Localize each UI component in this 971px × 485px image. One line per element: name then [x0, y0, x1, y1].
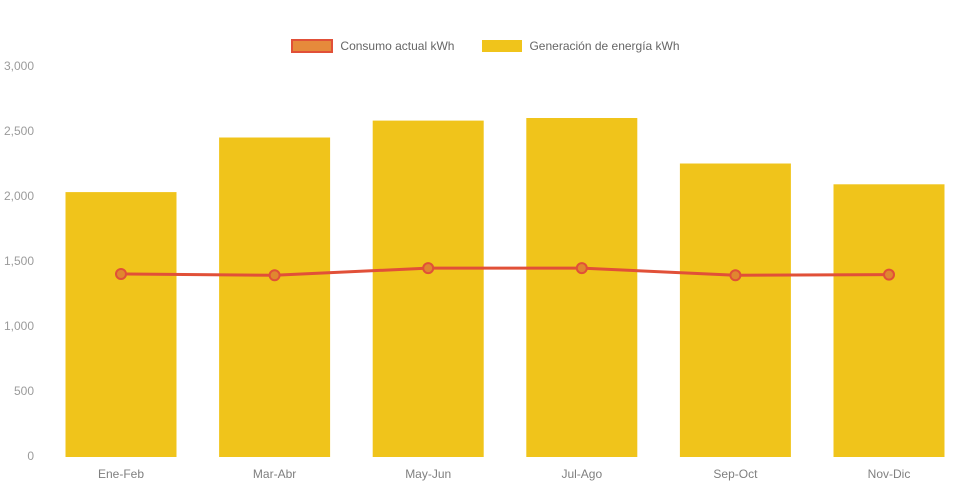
bar-nov-dic[interactable] [833, 184, 945, 458]
y-axis-tick-label: 2,000 [4, 189, 34, 203]
line-point-nov-dic[interactable] [883, 268, 895, 281]
legend-label-generacion: Generación de energía kWh [529, 39, 680, 53]
x-axis-category-label: Jul-Ago [561, 467, 602, 481]
consumo-swatch-icon [291, 39, 334, 53]
bar-jul-ago[interactable] [526, 118, 638, 457]
y-axis-tick-label: 2,500 [4, 124, 34, 138]
x-axis-category-label: Nov-Dic [868, 467, 911, 481]
y-axis-tick-label: 1,500 [4, 254, 34, 268]
y-axis-tick-label: 1,000 [4, 319, 34, 333]
bar-sep-oct[interactable] [679, 163, 791, 458]
line-point-ene-feb[interactable] [115, 268, 127, 280]
bar-may-jun[interactable] [372, 120, 484, 457]
chart-legend: Consumo actual kWh Generación de energía… [0, 39, 971, 53]
x-axis-category-label: Mar-Abr [253, 467, 296, 481]
y-axis-tick-label: 0 [27, 449, 34, 463]
bar-mar-abr[interactable] [219, 137, 331, 458]
x-axis-category-label: Sep-Oct [713, 467, 758, 481]
consumo-line [119, 266, 891, 277]
x-axis-category-label: Ene-Feb [98, 467, 144, 481]
legend-item-consumo[interactable]: Consumo actual kWh [291, 39, 454, 53]
x-axis-category-label: May-Jun [405, 467, 451, 481]
line-point-mar-abr[interactable] [268, 269, 281, 282]
line-point-jul-ago[interactable] [575, 262, 588, 275]
line-point-may-jun[interactable] [422, 262, 435, 275]
generacion-swatch-icon [482, 40, 523, 52]
legend-item-generacion[interactable]: Generación de energía kWh [482, 39, 680, 53]
legend-label-consumo: Consumo actual kWh [340, 39, 455, 53]
y-axis-tick-label: 500 [14, 384, 34, 398]
line-point-sep-oct[interactable] [729, 269, 742, 282]
y-axis-tick-label: 3,000 [4, 59, 34, 73]
bar-ene-feb[interactable] [65, 192, 177, 457]
